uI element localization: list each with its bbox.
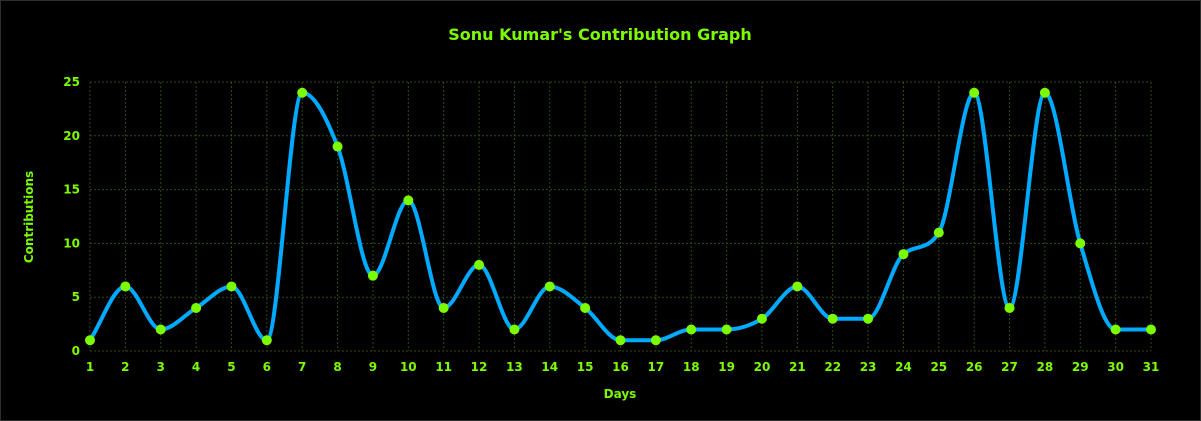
data-point-day-8[interactable]	[332, 141, 343, 152]
x-tick-label: 12	[471, 360, 488, 374]
data-point-day-20[interactable]	[756, 313, 767, 324]
x-tick-label: 28	[1037, 360, 1054, 374]
y-tick-label: 20	[63, 129, 80, 143]
x-tick-label: 10	[400, 360, 417, 374]
data-point-day-3[interactable]	[155, 324, 166, 335]
data-point-day-27[interactable]	[1004, 302, 1015, 313]
x-tick-label: 13	[506, 360, 523, 374]
x-axis-ticks: 1 2 3 4 5 6 7 8 9 10 11 12 13 14 15 16 17 18 19 20 21 22 23 24 2…	[86, 360, 1160, 374]
x-tick-label: 19	[718, 360, 735, 374]
data-point-day-16[interactable]	[615, 335, 626, 346]
x-tick-label: 7	[298, 360, 306, 374]
data-point-day-7[interactable]	[297, 87, 308, 98]
x-tick-label: 2	[121, 360, 129, 374]
x-tick-label: 26	[966, 360, 983, 374]
x-tick-label: 23	[860, 360, 877, 374]
x-tick-label: 17	[648, 360, 665, 374]
x-tick-label: 15	[577, 360, 594, 374]
data-point-day-4[interactable]	[191, 302, 202, 313]
data-point-day-31[interactable]	[1146, 324, 1156, 335]
x-tick-label: 9	[369, 360, 377, 374]
x-tick-label: 1	[86, 360, 94, 374]
x-tick-label: 25	[930, 360, 947, 374]
chart-title: Sonu Kumar's Contribution Graph	[448, 25, 751, 44]
data-point-day-15[interactable]	[580, 302, 591, 313]
data-point-day-5[interactable]	[226, 281, 237, 292]
data-point-day-17[interactable]	[650, 335, 661, 346]
data-point-day-28[interactable]	[1039, 87, 1050, 98]
data-point-day-18[interactable]	[686, 324, 697, 335]
x-tick-label: 8	[333, 360, 341, 374]
data-point-day-10[interactable]	[403, 195, 414, 206]
data-points	[85, 87, 1156, 346]
data-point-day-26[interactable]	[969, 87, 980, 98]
data-point-day-30[interactable]	[1110, 324, 1121, 335]
x-tick-label: 21	[789, 360, 806, 374]
x-tick-label: 16	[612, 360, 629, 374]
data-point-day-13[interactable]	[509, 324, 520, 335]
x-tick-label: 20	[754, 360, 771, 374]
x-tick-label: 22	[824, 360, 841, 374]
data-point-day-19[interactable]	[721, 324, 732, 335]
x-tick-label: 4	[192, 360, 200, 374]
data-point-day-29[interactable]	[1075, 238, 1086, 249]
x-tick-label: 29	[1072, 360, 1089, 374]
x-tick-label: 14	[541, 360, 558, 374]
x-tick-label: 30	[1107, 360, 1124, 374]
data-point-day-21[interactable]	[792, 281, 803, 292]
x-tick-label: 31	[1143, 360, 1160, 374]
x-axis-title: Days	[604, 387, 637, 401]
x-tick-label: 3	[157, 360, 165, 374]
y-tick-label: 0	[72, 344, 80, 358]
data-point-day-1[interactable]	[85, 335, 95, 346]
data-point-day-9[interactable]	[367, 270, 378, 281]
x-tick-label: 5	[227, 360, 235, 374]
data-point-day-6[interactable]	[261, 335, 272, 346]
y-tick-label: 25	[63, 75, 80, 89]
x-tick-label: 27	[1001, 360, 1018, 374]
x-tick-label: 18	[683, 360, 700, 374]
x-tick-label: 11	[435, 360, 452, 374]
data-point-day-14[interactable]	[544, 281, 555, 292]
data-point-day-23[interactable]	[863, 313, 874, 324]
y-tick-label: 15	[63, 183, 80, 197]
x-tick-label: 24	[895, 360, 912, 374]
data-point-day-25[interactable]	[933, 227, 944, 238]
data-point-day-24[interactable]	[898, 249, 909, 260]
data-point-day-2[interactable]	[120, 281, 131, 292]
x-tick-label: 6	[263, 360, 271, 374]
y-tick-label: 10	[63, 236, 80, 250]
data-point-day-22[interactable]	[827, 313, 838, 324]
grid-lines	[89, 81, 1152, 352]
y-tick-label: 5	[72, 290, 80, 304]
data-point-day-12[interactable]	[474, 259, 485, 270]
y-axis-title: Contributions	[22, 171, 36, 263]
data-point-day-11[interactable]	[438, 302, 449, 313]
y-axis-ticks: 0 5 10 15 20 25	[63, 75, 80, 358]
